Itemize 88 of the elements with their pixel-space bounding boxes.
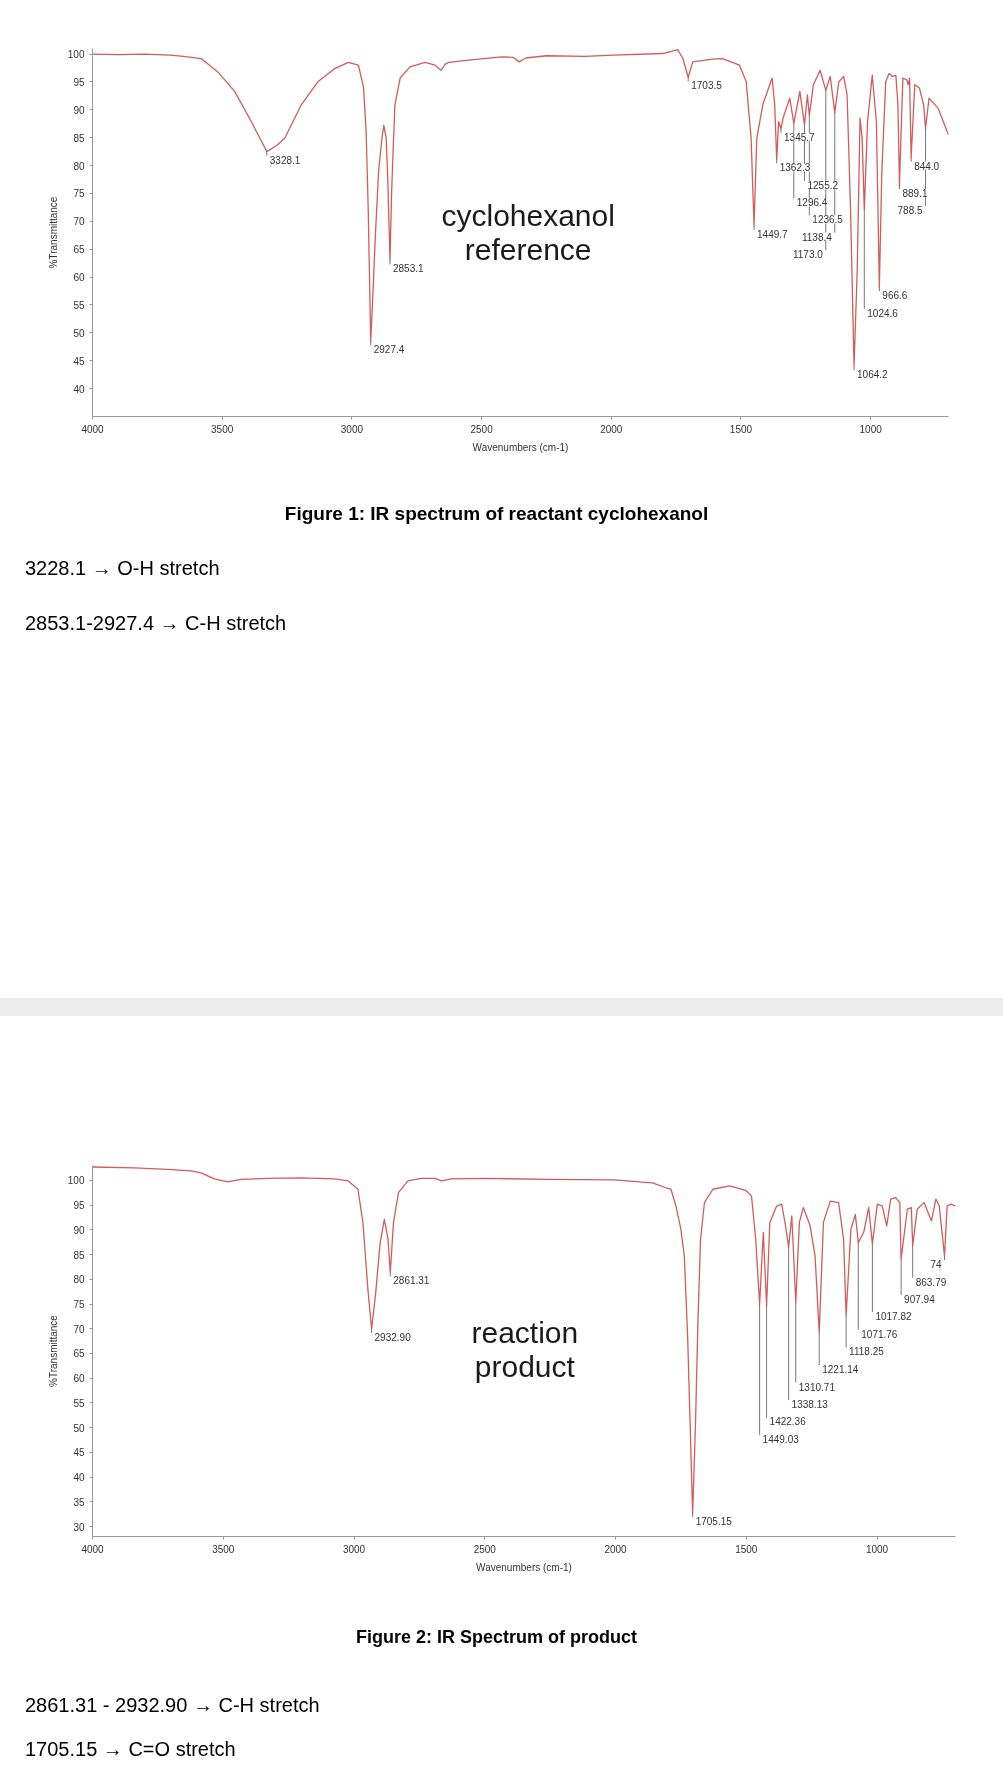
annotation: 1236.5 <box>812 214 844 226</box>
y-tick-label: 85 <box>73 1249 85 1261</box>
annotation: 2861.31 <box>393 1275 430 1287</box>
x-tick-label: 1000 <box>865 1543 889 1555</box>
y-tick-label: 50 <box>73 1422 85 1434</box>
y-axis-title: %Transmittance <box>47 196 59 269</box>
y-tick-label: 55 <box>73 299 85 311</box>
y-tick-label: 35 <box>73 1496 85 1508</box>
text: Figure 1: IR spectrum of reactant cyclohexanol <box>284 503 709 524</box>
y-tick-label: 95 <box>73 1200 85 1212</box>
x-tick-label: 4000 <box>81 423 105 435</box>
annotation: 1422.36 <box>769 1416 807 1428</box>
annotation: 1449.03 <box>762 1434 800 1446</box>
y-tick-label: 100 <box>67 49 85 61</box>
annotation: 2853.1 <box>393 263 425 275</box>
annotation: 1705.15 <box>695 1516 733 1528</box>
text: 2853.1-2927.4 → C-H stretch <box>25 612 287 634</box>
x-tick-label: 1500 <box>729 423 753 435</box>
y-tick-label: 50 <box>73 327 85 339</box>
annotation: 844.0 <box>914 160 940 172</box>
y-tick-label: 90 <box>73 1224 85 1236</box>
line-series <box>92 48 949 367</box>
y-tick-label: 45 <box>73 1447 85 1459</box>
y-tick-label: 65 <box>73 1348 85 1360</box>
annotation: 907.94 <box>904 1293 936 1305</box>
y-tick-label: 60 <box>73 272 85 284</box>
y-tick-label: 80 <box>73 1274 85 1286</box>
text: Figure 2: IR Spectrum of product <box>355 1627 637 1647</box>
annotation: 1118.25 <box>849 1346 885 1358</box>
annotation: 1338.13 <box>791 1399 829 1411</box>
x-tick-label: 3500 <box>212 1543 235 1555</box>
annotation: 863.79 <box>915 1276 947 1288</box>
annotation: 889.1 <box>902 188 928 200</box>
annotation: 2927.4 <box>373 344 405 356</box>
annotation: reaction product <box>471 1315 579 1383</box>
y-axis-title: %Transmittance <box>47 1314 59 1387</box>
x-axis-title: Wavenumbers (cm-1) <box>472 441 569 453</box>
annotation: 1310.71 <box>798 1381 836 1393</box>
line-series <box>92 1166 956 1514</box>
x-tick-label: 2000 <box>604 1543 628 1555</box>
y-tick-label: 65 <box>73 244 85 256</box>
annotation: 1296.4 <box>796 197 828 209</box>
annotation: 1345.7 <box>784 131 816 143</box>
annotation: 966.6 <box>882 290 908 302</box>
x-tick-label: 3500 <box>211 423 234 435</box>
y-tick-label: 45 <box>73 355 85 367</box>
x-tick-label: 1500 <box>735 1543 758 1555</box>
annotation: 1703.5 <box>691 80 723 92</box>
y-tick-label: 70 <box>73 1323 85 1335</box>
annotation: 2932.90 <box>374 1331 412 1343</box>
y-tick-label: 95 <box>73 76 85 88</box>
annotation: 1024.6 <box>867 307 899 319</box>
annotation: 1362.3 <box>779 162 811 174</box>
x-tick-label: 2000 <box>600 423 623 435</box>
x-tick-label: 2500 <box>473 1543 497 1555</box>
annotation: 3328.1 <box>269 154 301 166</box>
annotation: 1138.4 <box>801 231 833 243</box>
annotation: 1017.82 <box>875 1311 912 1323</box>
annotation: 1221.14 <box>822 1364 859 1376</box>
y-tick-label: 55 <box>73 1397 85 1409</box>
annotation: 1255.2 <box>807 179 839 191</box>
y-tick-label: 90 <box>73 104 85 116</box>
annotation: 1173.0 <box>792 249 824 261</box>
text: 1705.15 → C=O stretch <box>25 1738 236 1760</box>
x-tick-label: 4000 <box>81 1543 105 1555</box>
x-tick-label: 3000 <box>340 423 364 435</box>
text: 3228.1 → O-H stretch <box>25 557 220 579</box>
y-tick-label: 80 <box>73 160 85 172</box>
y-tick-label: 40 <box>73 383 85 395</box>
y-tick-label: 30 <box>73 1521 85 1533</box>
x-tick-label: 2500 <box>470 423 494 435</box>
annotation: 74 <box>930 1259 942 1271</box>
y-tick-label: 60 <box>73 1373 85 1385</box>
y-tick-label: 40 <box>73 1472 85 1484</box>
annotation: cyclohexanol reference <box>441 198 615 266</box>
annotation: 1449.7 <box>757 228 789 240</box>
annotation: 1071.76 <box>861 1328 898 1340</box>
text: 2861.31 - 2932.90 → C-H stretch <box>25 1694 320 1716</box>
x-axis-title: Wavenumbers (cm-1) <box>476 1561 572 1573</box>
x-tick-label: 3000 <box>342 1543 366 1555</box>
y-tick-label: 85 <box>73 132 85 144</box>
annotation: 788.5 <box>897 205 923 217</box>
y-tick-label: 100 <box>67 1175 85 1187</box>
annotation: 1064.2 <box>857 369 889 381</box>
y-tick-label: 70 <box>73 216 85 228</box>
x-tick-label: 1000 <box>859 423 883 435</box>
y-tick-label: 75 <box>73 188 85 200</box>
y-tick-label: 75 <box>73 1299 85 1311</box>
